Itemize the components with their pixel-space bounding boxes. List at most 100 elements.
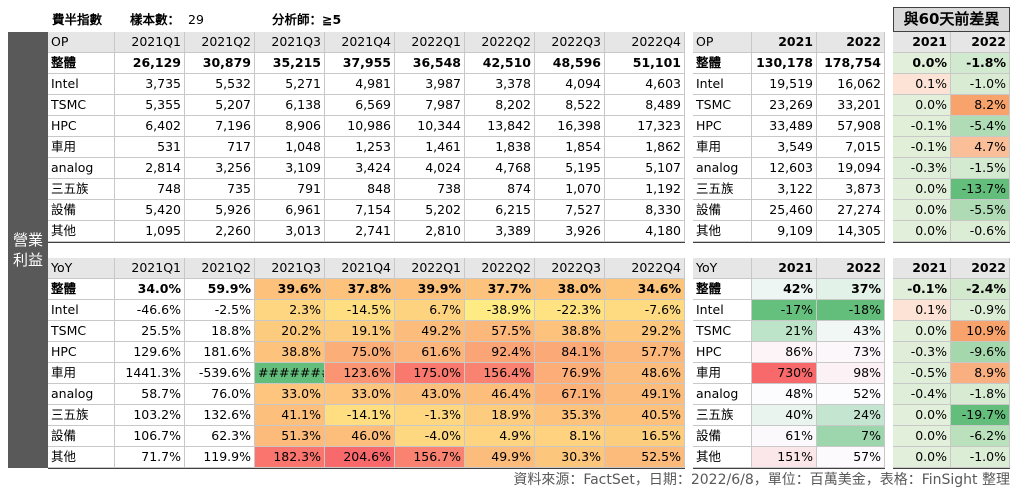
- cell-value: 19,094: [817, 158, 885, 179]
- cell-value: 67.1%: [535, 384, 605, 405]
- cell-value: 33,489: [752, 116, 817, 137]
- cell-value: 6,961: [255, 200, 325, 221]
- cell-value: 7,527: [535, 200, 605, 221]
- cell-value: 86%: [752, 342, 817, 363]
- column-header: 2021: [752, 258, 817, 279]
- cell-value: 730%: [752, 363, 817, 384]
- row-label: 其他: [693, 447, 752, 468]
- cell-value: 735: [185, 179, 255, 200]
- row-label: analog: [48, 158, 115, 179]
- cell-value: 7%: [817, 426, 885, 447]
- cell-value: 0.1%: [893, 300, 951, 321]
- row-label: TSMC: [693, 321, 752, 342]
- cell-value: 25,460: [752, 200, 817, 221]
- cell-value: 10.9%: [951, 321, 1010, 342]
- cell-value: 8,202: [465, 95, 535, 116]
- cell-value: 25.5%: [115, 321, 185, 342]
- cell-value: -1.3%: [395, 405, 465, 426]
- cell-value: 6,138: [255, 95, 325, 116]
- cell-value: 1,253: [325, 137, 395, 158]
- cell-value: 16,062: [817, 74, 885, 95]
- cell-value: 37%: [817, 279, 885, 300]
- cell-value: 175.0%: [395, 363, 465, 384]
- cell-value: 3,424: [325, 158, 395, 179]
- cell-value: -13.7%: [951, 179, 1010, 200]
- cell-value: 40%: [752, 405, 817, 426]
- cell-value: -2.5%: [185, 300, 255, 321]
- cell-value: 57%: [817, 447, 885, 468]
- row-label: Intel: [48, 300, 115, 321]
- cell-value: 49.1%: [605, 384, 685, 405]
- row-label: 整體: [48, 53, 115, 74]
- column-header: 2021: [752, 32, 817, 53]
- cell-value: 1,192: [605, 179, 685, 200]
- cell-value: 41.1%: [255, 405, 325, 426]
- cell-value: 38.0%: [535, 279, 605, 300]
- column-header: 2021: [893, 258, 951, 279]
- cell-value: 4,768: [465, 158, 535, 179]
- cell-value: -1.8%: [951, 53, 1010, 74]
- cell-value: 8,522: [535, 95, 605, 116]
- cell-value: 5,195: [535, 158, 605, 179]
- cell-value: 3,122: [752, 179, 817, 200]
- cell-value: -14.5%: [325, 300, 395, 321]
- cell-value: 178,754: [817, 53, 885, 74]
- cell-value: -38.9%: [465, 300, 535, 321]
- cell-value: 6,569: [325, 95, 395, 116]
- cell-value: 17,323: [605, 116, 685, 137]
- cell-value: -46.6%: [115, 300, 185, 321]
- cell-value: 61.6%: [395, 342, 465, 363]
- row-label: HPC: [693, 116, 752, 137]
- column-header: 2022Q4: [605, 32, 685, 53]
- side-label: 營業利益: [8, 32, 48, 468]
- cell-value: 1,048: [255, 137, 325, 158]
- cell-value: 84.1%: [535, 342, 605, 363]
- cell-value: 42%: [752, 279, 817, 300]
- row-label: 車用: [48, 363, 115, 384]
- column-header: 2022Q3: [535, 32, 605, 53]
- row-label: 車用: [693, 363, 752, 384]
- column-header: YoY: [693, 258, 752, 279]
- cell-value: 0.1%: [893, 74, 951, 95]
- row-label: 三五族: [48, 179, 115, 200]
- cell-value: 18.8%: [185, 321, 255, 342]
- cell-value: -1.8%: [951, 384, 1010, 405]
- cell-value: 106.7%: [115, 426, 185, 447]
- row-label: 車用: [693, 137, 752, 158]
- cell-value: -5.5%: [951, 200, 1010, 221]
- cell-value: 3,735: [115, 74, 185, 95]
- cell-value: 33,201: [817, 95, 885, 116]
- cell-value: 43.0%: [395, 384, 465, 405]
- row-label: 其他: [48, 221, 115, 242]
- cell-value: 34.6%: [605, 279, 685, 300]
- cell-value: 123.6%: [325, 363, 395, 384]
- row-label: 整體: [48, 279, 115, 300]
- cell-value: 5,420: [115, 200, 185, 221]
- cell-value: 1,461: [395, 137, 465, 158]
- cell-value: 8,489: [605, 95, 685, 116]
- cell-value: 8.2%: [951, 95, 1010, 116]
- cell-value: 3,013: [255, 221, 325, 242]
- cell-value: 132.6%: [185, 405, 255, 426]
- index-name: 費半指數: [52, 12, 103, 27]
- row-label: Intel: [693, 74, 752, 95]
- row-label: 車用: [48, 137, 115, 158]
- cell-value: 3,389: [465, 221, 535, 242]
- cell-value: 7,015: [817, 137, 885, 158]
- cell-value: 76.9%: [535, 363, 605, 384]
- cell-value: 16.5%: [605, 426, 685, 447]
- row-label: HPC: [693, 342, 752, 363]
- row-label: 設備: [693, 426, 752, 447]
- cell-value: 75.0%: [325, 342, 395, 363]
- cell-value: -0.3%: [893, 342, 951, 363]
- cell-value: -0.4%: [893, 384, 951, 405]
- column-header: 2022: [951, 258, 1010, 279]
- cell-value: 21%: [752, 321, 817, 342]
- column-header: YoY: [48, 258, 115, 279]
- cell-value: 738: [395, 179, 465, 200]
- row-label: HPC: [48, 342, 115, 363]
- cell-value: 0.0%: [893, 447, 951, 468]
- row-label: TSMC: [48, 321, 115, 342]
- cell-value: -2.4%: [951, 279, 1010, 300]
- cell-value: 6,402: [115, 116, 185, 137]
